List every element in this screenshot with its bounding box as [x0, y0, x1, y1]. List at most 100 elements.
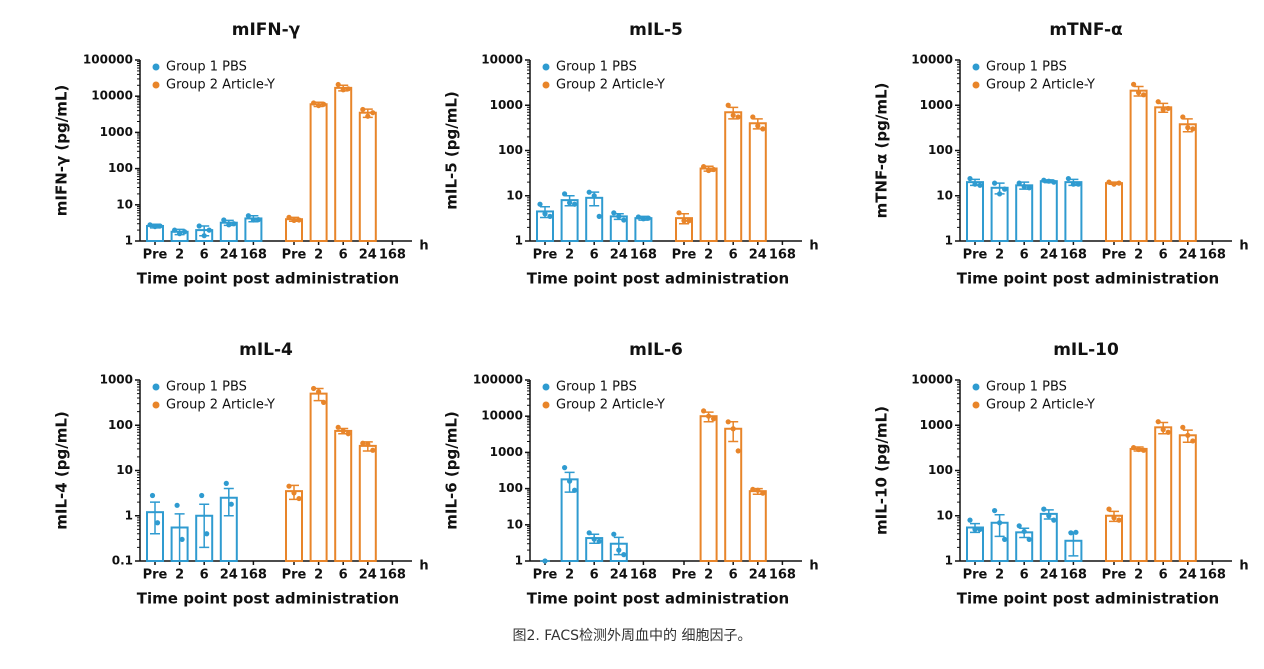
- data-point: [730, 112, 736, 118]
- bar: [1154, 106, 1173, 242]
- legend-label: Group 2 Article-Y: [986, 398, 1095, 413]
- legend-marker: [152, 81, 160, 89]
- y-tick-label: 10: [116, 463, 133, 477]
- y-tick-label: 1000: [920, 98, 953, 112]
- y-axis-label: mIL-10 (pg/mL): [873, 406, 891, 535]
- data-point: [706, 413, 712, 419]
- x-tick-label: 24: [1040, 248, 1058, 263]
- data-point: [1160, 107, 1166, 113]
- bar: [1064, 181, 1083, 242]
- x-unit: h: [1239, 239, 1248, 254]
- x-tick-label: 6: [1159, 248, 1168, 263]
- data-point: [345, 86, 351, 92]
- error-bar: [223, 487, 234, 517]
- data-point: [226, 222, 232, 228]
- x-tick-label: 168: [240, 248, 267, 263]
- data-point: [1016, 523, 1022, 529]
- data-point: [1190, 438, 1196, 444]
- y-tick-label: 1000: [490, 445, 523, 459]
- x-tick-label: 168: [769, 248, 796, 263]
- y-tick-label: 1: [515, 234, 523, 248]
- data-point: [681, 218, 687, 224]
- y-tick-label: 10: [936, 508, 953, 522]
- data-point: [1021, 528, 1027, 535]
- caption: 图2. FACS检测外周血中的 细胞因子。: [512, 628, 751, 644]
- y-tick-label: 10000: [91, 89, 133, 103]
- y-tick-label: 10000: [481, 53, 523, 67]
- x-tick-label: Pre: [143, 248, 168, 263]
- data-point: [755, 123, 761, 129]
- x-tick-label: Pre: [963, 568, 988, 583]
- data-point: [360, 106, 366, 113]
- x-tick-label: 168: [630, 568, 657, 583]
- data-point: [616, 213, 622, 219]
- y-tick-label: 10000: [481, 409, 523, 423]
- data-point: [1165, 105, 1171, 112]
- data-point: [1051, 179, 1057, 185]
- x-tick-label: 6: [339, 568, 348, 583]
- data-point: [997, 191, 1003, 197]
- data-point: [231, 221, 237, 227]
- data-point: [286, 214, 292, 220]
- x-tick-label: 168: [379, 568, 406, 583]
- chart-title: mTNF-α: [1049, 20, 1122, 40]
- y-tick-label: 1000: [100, 125, 133, 139]
- data-point: [340, 87, 346, 93]
- data-point: [1180, 114, 1186, 120]
- x-tick-label: 6: [200, 568, 209, 583]
- bar: [1178, 434, 1197, 563]
- legend-label: Group 2 Article-Y: [986, 78, 1095, 93]
- y-tick-label: 100: [928, 463, 953, 477]
- data-point: [760, 126, 766, 132]
- data-point: [977, 182, 983, 188]
- data-point: [611, 531, 617, 537]
- legend-label: Group 1 PBS: [556, 380, 637, 395]
- error-bar: [199, 503, 210, 549]
- error-bar: [174, 513, 185, 562]
- data-point: [296, 495, 302, 502]
- data-point: [1136, 446, 1142, 453]
- legend-marker: [542, 401, 550, 409]
- legend-marker: [972, 401, 980, 409]
- x-tick-label: Pre: [282, 568, 307, 583]
- legend-label: Group 1 PBS: [166, 380, 247, 395]
- data-point: [755, 487, 761, 493]
- x-tick-label: 24: [220, 568, 238, 583]
- x-tick-label: 2: [565, 248, 574, 263]
- data-point: [1190, 126, 1196, 132]
- x-tick-label: 6: [729, 568, 738, 583]
- data-point: [228, 501, 234, 507]
- x-tick-label: 168: [240, 568, 267, 583]
- data-point: [701, 164, 707, 170]
- x-tick-label: 168: [1060, 568, 1087, 583]
- bar: [748, 490, 767, 562]
- data-point: [676, 210, 682, 216]
- y-tick-label: 100: [928, 143, 953, 157]
- y-tick-label: 1000: [100, 373, 133, 387]
- y-tick-label: 1: [125, 508, 133, 522]
- data-point: [997, 520, 1003, 526]
- data-point: [177, 231, 183, 237]
- x-tick-label: 6: [339, 248, 348, 263]
- data-point: [542, 558, 548, 564]
- data-point: [335, 424, 341, 430]
- y-tick-label: 10: [506, 517, 523, 531]
- data-point: [586, 189, 592, 195]
- data-point: [1073, 529, 1079, 535]
- data-point: [562, 465, 568, 471]
- x-tick-label: 24: [610, 248, 628, 263]
- data-point: [1041, 506, 1047, 512]
- x-tick-label: 2: [175, 248, 184, 263]
- x-tick-label: Pre: [143, 568, 168, 583]
- data-point: [645, 215, 652, 221]
- data-point: [1111, 181, 1117, 187]
- data-point: [365, 441, 371, 447]
- data-point: [1116, 517, 1122, 523]
- data-point: [179, 536, 185, 543]
- bar: [358, 444, 377, 562]
- y-tick-label: 10000: [911, 373, 953, 387]
- data-point: [992, 507, 998, 514]
- data-point: [572, 487, 578, 493]
- x-unit: h: [419, 239, 428, 254]
- data-point: [972, 181, 978, 187]
